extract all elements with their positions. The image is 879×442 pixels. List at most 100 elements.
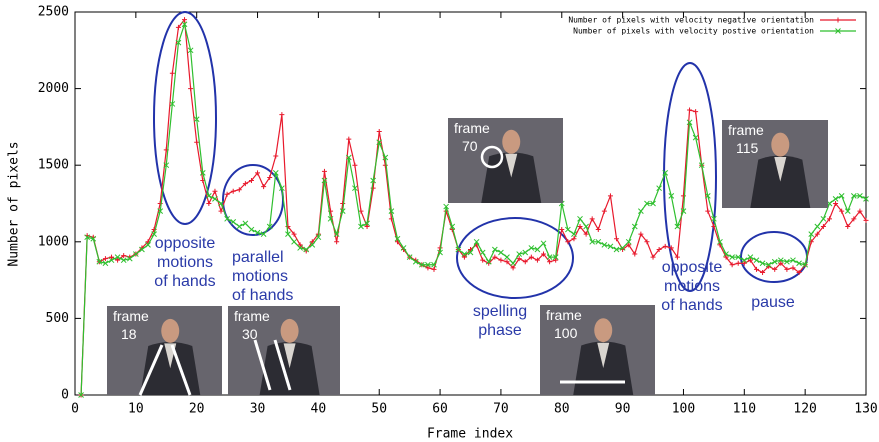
inset-head [161, 318, 180, 343]
point-marker [285, 231, 291, 237]
point-marker [218, 200, 224, 207]
point-marker [668, 192, 675, 199]
point-marker [510, 260, 516, 267]
inset-label: 18 [121, 326, 137, 342]
point-marker [115, 257, 121, 263]
point-marker [255, 170, 261, 176]
point-marker [723, 254, 729, 260]
y-tick-label: 1500 [38, 158, 69, 173]
inset-arrow [138, 344, 164, 396]
point-marker [644, 239, 650, 245]
point-marker [753, 266, 759, 272]
x-tick-label: 40 [311, 402, 327, 417]
point-marker [540, 240, 547, 247]
point-marker [78, 392, 84, 398]
point-marker [808, 231, 815, 237]
ellipse [222, 164, 284, 236]
point-marker [668, 245, 674, 251]
inset-label: 70 [462, 138, 478, 154]
legend-marker [835, 17, 841, 23]
point-marker [467, 249, 474, 256]
inset-shirt [283, 343, 296, 369]
point-marker [832, 196, 839, 202]
annotation: motions [232, 268, 288, 285]
point-marker [504, 254, 510, 260]
point-marker [194, 139, 200, 145]
point-marker [297, 242, 303, 248]
point-marker [108, 257, 115, 264]
point-marker [498, 257, 504, 263]
y-tick-label: 0 [61, 388, 69, 403]
point-marker [680, 193, 686, 199]
point-marker [559, 227, 565, 233]
point-marker [212, 196, 218, 202]
point-marker [632, 251, 638, 257]
point-marker [741, 260, 747, 266]
point-marker [565, 226, 571, 233]
point-marker [157, 201, 163, 206]
point-marker [772, 266, 778, 272]
point-marker [400, 245, 407, 251]
plot-frame [74, 11, 867, 396]
inset-label: frame [546, 307, 582, 323]
point-marker [279, 112, 285, 118]
point-marker [589, 238, 596, 245]
point-marker [224, 215, 230, 222]
inset-body [750, 155, 811, 208]
point-marker [479, 249, 486, 256]
point-marker [352, 185, 358, 192]
point-marker [188, 86, 194, 92]
point-marker [729, 254, 735, 260]
point-marker [157, 208, 164, 215]
point-marker [595, 238, 602, 245]
point-marker [844, 208, 851, 215]
point-marker [181, 21, 188, 28]
point-marker [778, 260, 784, 266]
point-marker [601, 208, 607, 214]
point-marker [163, 162, 170, 169]
point-marker [285, 223, 291, 229]
point-marker [650, 254, 656, 260]
point-marker [771, 258, 778, 265]
point-marker [273, 153, 279, 159]
point-marker [412, 258, 419, 265]
point-marker [431, 261, 437, 268]
inset-label: 100 [554, 325, 578, 341]
point-marker [534, 257, 540, 263]
x-tick-label: 30 [250, 402, 266, 417]
point-marker [376, 139, 383, 146]
point-marker [814, 223, 821, 230]
y-axis-label: Number of pixels [7, 141, 22, 266]
annotation: of hands [232, 287, 293, 304]
point-marker [589, 216, 595, 222]
point-marker [340, 201, 346, 206]
point-marker [625, 238, 632, 245]
point-marker [680, 208, 687, 215]
x-tick-label: 50 [371, 402, 387, 417]
point-marker [577, 223, 583, 229]
point-marker [254, 229, 261, 236]
point-marker [619, 245, 626, 251]
point-marker [376, 128, 382, 134]
point-marker [145, 242, 151, 248]
annotation: motions [664, 278, 720, 295]
point-marker [704, 192, 711, 199]
point-marker [199, 170, 206, 176]
point-marker [534, 246, 541, 253]
point-marker [528, 254, 534, 260]
point-marker [747, 257, 753, 263]
point-marker [857, 192, 863, 199]
point-marker [339, 208, 346, 215]
annotation: opposite [662, 259, 723, 276]
point-marker [802, 261, 809, 268]
point-marker [522, 259, 528, 265]
inset-arrow [253, 339, 272, 391]
legend-marker [835, 28, 841, 34]
annotation: motions [157, 254, 213, 271]
point-marker [784, 266, 790, 272]
point-marker [309, 239, 315, 245]
inset-shirt [505, 153, 518, 178]
point-marker [230, 188, 236, 194]
point-marker [595, 227, 601, 233]
